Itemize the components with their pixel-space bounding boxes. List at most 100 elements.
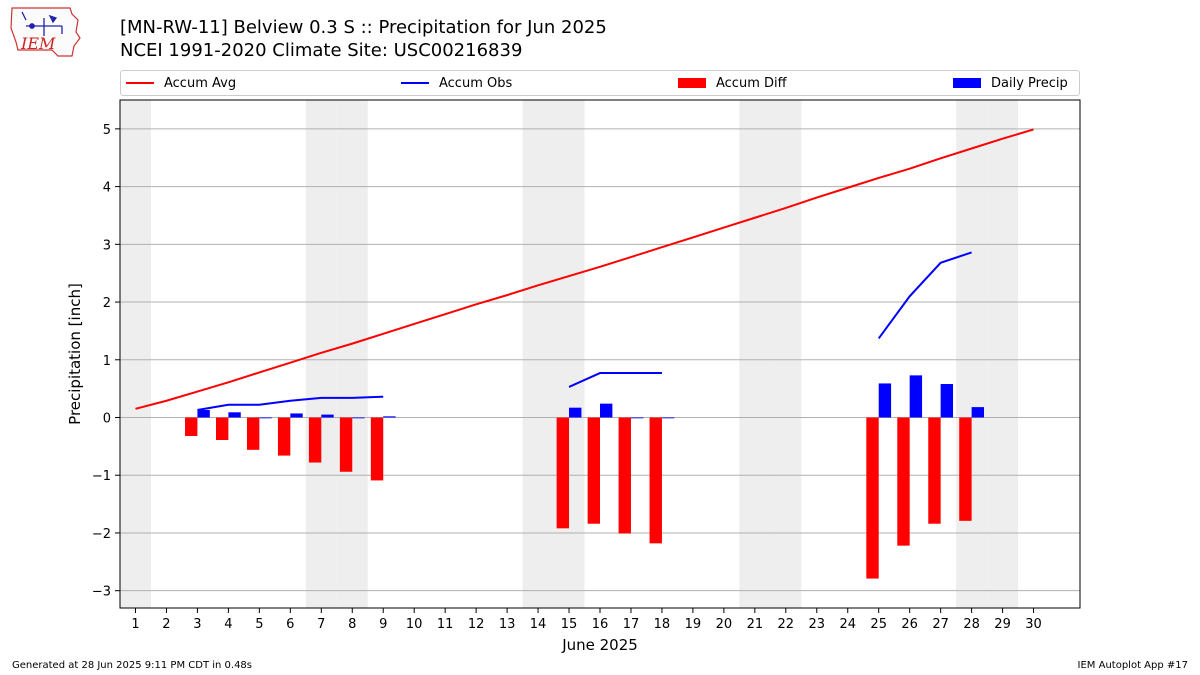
chart-subtitle: NCEI 1991-2020 Climate Site: USC00216839 bbox=[120, 40, 523, 61]
accum-diff-bar bbox=[618, 417, 631, 534]
accum-diff-bar bbox=[959, 417, 972, 521]
x-tick-label: 13 bbox=[499, 617, 516, 632]
y-tick-label: 0 bbox=[103, 412, 111, 427]
x-tick-label: 10 bbox=[406, 617, 423, 632]
daily-precip-bar bbox=[197, 409, 210, 418]
legend-swatch-accum-diff bbox=[678, 78, 706, 88]
x-tick-label: 11 bbox=[437, 617, 454, 632]
x-tick-label: 21 bbox=[747, 617, 764, 632]
legend-swatch-accum-obs bbox=[401, 82, 429, 84]
app-credit: IEM Autoplot App #17 bbox=[1077, 660, 1188, 671]
accum-obs-line bbox=[877, 251, 972, 340]
accum-diff-bar bbox=[587, 417, 600, 524]
y-axis-label: Precipitation [inch] bbox=[66, 283, 84, 425]
x-tick-label: 22 bbox=[778, 617, 795, 632]
weekend-band bbox=[336, 100, 368, 608]
weekend-band bbox=[305, 100, 337, 608]
accum-obs-line bbox=[197, 395, 384, 411]
x-tick-label: 8 bbox=[348, 617, 356, 632]
x-tick-label: 28 bbox=[963, 617, 980, 632]
accum-diff-bar bbox=[308, 417, 322, 463]
y-tick-label: 4 bbox=[103, 181, 111, 196]
svg-text:IEM: IEM bbox=[20, 34, 56, 53]
legend-label: Accum Diff bbox=[716, 75, 787, 91]
weekend-band bbox=[956, 100, 988, 608]
weekend-band bbox=[522, 100, 554, 608]
legend-item-accum-obs: Accum Obs bbox=[401, 71, 512, 95]
legend-item-daily-precip: Daily Precip bbox=[953, 71, 1068, 95]
x-tick-label: 12 bbox=[468, 617, 485, 632]
y-tick-label: 5 bbox=[103, 123, 111, 138]
x-tick-label: 25 bbox=[870, 617, 887, 632]
plot-frame bbox=[119, 99, 1081, 609]
accum-diff-bar bbox=[370, 417, 384, 481]
daily-precip-bar bbox=[383, 416, 396, 418]
y-tick-label: −1 bbox=[92, 469, 111, 484]
legend-label: Accum Avg bbox=[164, 75, 237, 91]
iem-logo: IEM bbox=[10, 7, 81, 57]
x-tick-label: 18 bbox=[654, 617, 671, 632]
accum-diff-bar bbox=[928, 417, 941, 524]
weekend-band bbox=[770, 100, 802, 608]
y-tick-label: −3 bbox=[92, 585, 111, 600]
x-tick-label: 2 bbox=[162, 617, 170, 632]
x-tick-label: 20 bbox=[716, 617, 733, 632]
daily-precip-bar bbox=[661, 417, 675, 419]
accum-diff-bar bbox=[185, 417, 198, 436]
daily-precip-bar bbox=[352, 417, 365, 419]
chart-legend: Accum Avg Accum Obs Accum Diff Daily Pre… bbox=[120, 70, 1080, 96]
x-tick-label: 16 bbox=[592, 617, 609, 632]
chart-title: [MN-RW-11] Belview 0.3 S :: Precipitatio… bbox=[120, 17, 607, 38]
x-axis-label: June 2025 bbox=[561, 636, 638, 654]
x-tick-label: 19 bbox=[685, 617, 702, 632]
bars bbox=[185, 375, 984, 579]
generated-timestamp: Generated at 28 Jun 2025 9:11 PM CDT in … bbox=[12, 660, 253, 671]
daily-precip-bar bbox=[569, 407, 582, 418]
x-tick-label: 27 bbox=[932, 617, 949, 632]
x-tick-label: 7 bbox=[317, 617, 325, 632]
y-tick-label: 1 bbox=[103, 354, 111, 369]
x-tick-label: 1 bbox=[131, 617, 139, 632]
daily-precip-bar bbox=[630, 417, 644, 419]
y-tick-label: 2 bbox=[103, 296, 111, 311]
daily-precip-bar bbox=[971, 407, 984, 418]
x-tick-label: 30 bbox=[1025, 617, 1042, 632]
daily-precip-bar bbox=[600, 403, 613, 418]
accum-avg-line bbox=[135, 128, 1034, 410]
x-tick-label: 5 bbox=[255, 617, 263, 632]
accum-obs-line bbox=[568, 372, 662, 388]
accum-diff-bar bbox=[866, 417, 879, 579]
accum-diff-bar bbox=[246, 417, 260, 450]
legend-swatch-accum-avg bbox=[126, 82, 154, 84]
y-axis-ticks: −3 −2 −1 0 1 2 3 4 5 bbox=[92, 123, 120, 600]
daily-precip-bar bbox=[259, 417, 272, 419]
x-tick-label: 17 bbox=[623, 617, 640, 632]
daily-precip-bar bbox=[321, 414, 334, 418]
legend-swatch-daily-precip bbox=[953, 78, 981, 88]
x-tick-label: 9 bbox=[379, 617, 387, 632]
x-tick-label: 24 bbox=[839, 617, 856, 632]
daily-precip-bar bbox=[290, 413, 303, 418]
weekend-band bbox=[987, 100, 1019, 608]
accum-diff-bar bbox=[339, 417, 353, 472]
accum-diff-bar bbox=[277, 417, 291, 456]
y-tick-label: −2 bbox=[92, 527, 111, 542]
legend-item-accum-diff: Accum Diff bbox=[678, 71, 787, 95]
x-tick-label: 3 bbox=[193, 617, 201, 632]
daily-precip-bar bbox=[878, 383, 892, 418]
x-tick-label: 29 bbox=[994, 617, 1011, 632]
accum-diff-bar bbox=[649, 417, 662, 544]
x-axis-ticks: 1 2 3 4 5 6 7 8 9 10 11 12 13 14 15 16 17 18 19 20 21 22 23 24 2… bbox=[131, 608, 1042, 632]
weekend-band bbox=[120, 100, 151, 608]
x-tick-label: 6 bbox=[286, 617, 294, 632]
weekend-shading bbox=[120, 100, 1019, 608]
accum-diff-bar bbox=[216, 417, 229, 441]
legend-label: Daily Precip bbox=[991, 75, 1068, 91]
accum-diff-bar bbox=[556, 417, 570, 529]
weekend-band bbox=[739, 100, 771, 608]
legend-label: Accum Obs bbox=[439, 75, 513, 91]
x-tick-label: 4 bbox=[224, 617, 232, 632]
x-tick-label: 23 bbox=[809, 617, 826, 632]
weekend-band bbox=[553, 100, 585, 608]
